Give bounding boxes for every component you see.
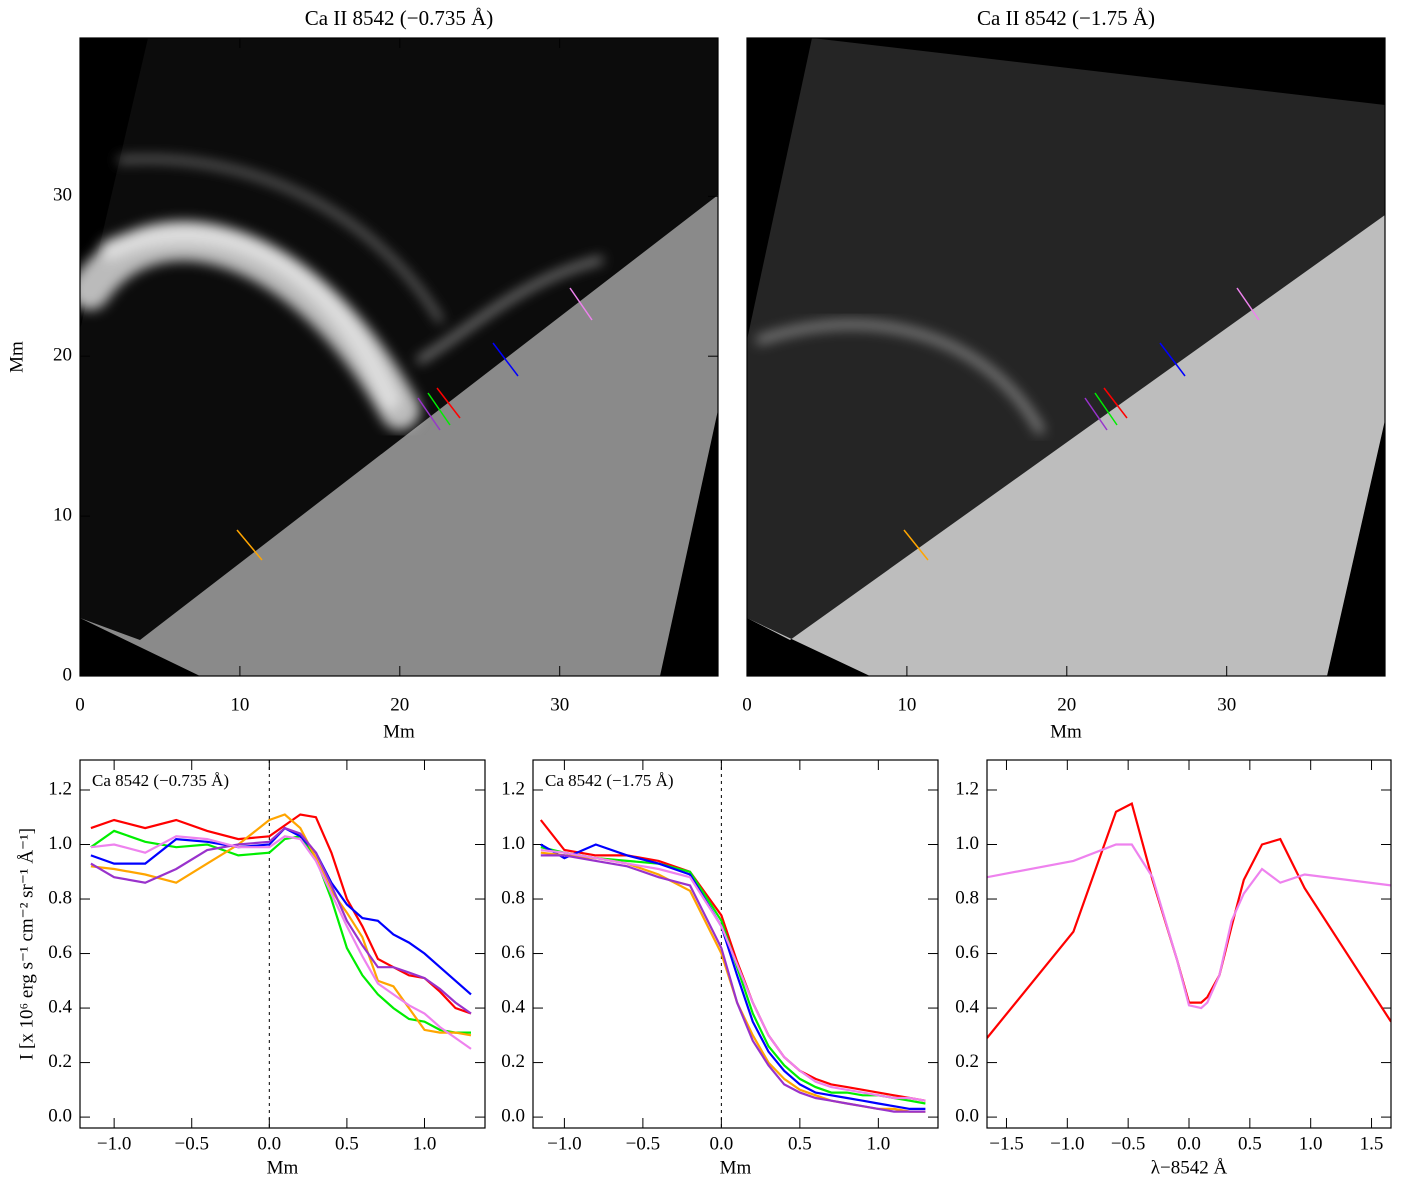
plot-frame <box>746 37 1386 677</box>
line-series <box>90 813 472 1015</box>
x-tick-label: 0.5 <box>335 1133 359 1154</box>
x-tick-label: 20 <box>390 694 409 715</box>
line-series <box>987 801 1391 1039</box>
x-tick-label: 1.5 <box>1360 1133 1384 1154</box>
x-tick-label: 1.0 <box>413 1133 437 1154</box>
line-series <box>90 813 472 1037</box>
y-tick-label: 1.2 <box>955 778 979 799</box>
y-tick-label: 0.0 <box>501 1105 525 1126</box>
plot-area <box>90 813 472 1050</box>
y-axis-label: I [x 10⁶ erg s⁻¹ cm⁻² sr⁻¹ Å⁻¹] <box>16 828 37 1060</box>
y-tick-label: 0 <box>63 664 73 685</box>
x-tick-label: −0.5 <box>1111 1133 1145 1154</box>
y-tick-label: 0.0 <box>48 1105 72 1126</box>
x-axis-label: Mm <box>720 1157 752 1178</box>
image-scene <box>80 38 718 676</box>
y-tick-label: 10 <box>53 504 72 525</box>
y-tick-label: 1.2 <box>48 778 72 799</box>
y-tick-label: 1.0 <box>48 833 72 854</box>
image-scene <box>747 38 1385 676</box>
x-tick-label: 0 <box>75 694 85 715</box>
y-tick-label: 20 <box>53 345 72 366</box>
x-tick-label: −0.5 <box>174 1133 208 1154</box>
plot-frame <box>986 759 1392 1129</box>
line-series <box>540 848 926 1102</box>
y-tick-label: 0.4 <box>955 996 979 1017</box>
x-tick-label: 0.0 <box>1177 1133 1201 1154</box>
y-tick-label: 0.2 <box>501 1051 525 1072</box>
line-series <box>540 851 926 1113</box>
y-tick-label: 0.0 <box>955 1105 979 1126</box>
line-series <box>90 835 472 1050</box>
y-tick-label: 0.6 <box>955 942 979 963</box>
x-tick-label: 10 <box>897 694 916 715</box>
x-tick-label: 30 <box>550 694 569 715</box>
x-tick-label: −0.5 <box>626 1133 660 1154</box>
panel-annotation: Ca 8542 (−1.75 Å) <box>545 771 674 790</box>
x-tick-label: 20 <box>1057 694 1076 715</box>
line-series <box>987 843 1391 1010</box>
y-tick-label: 30 <box>53 185 72 206</box>
line-series <box>90 826 472 996</box>
y-tick-label: 0.4 <box>501 996 525 1017</box>
line-series <box>540 854 926 1113</box>
x-tick-label: 0.0 <box>709 1133 733 1154</box>
x-tick-label: 0.5 <box>1238 1133 1262 1154</box>
y-tick-label: 0.8 <box>955 887 979 908</box>
x-tick-label: 0 <box>742 694 752 715</box>
y-tick-label: 1.2 <box>501 778 525 799</box>
y-tick-label: 0.6 <box>48 942 72 963</box>
plot-frame <box>79 759 486 1129</box>
x-tick-label: 1.0 <box>866 1133 890 1154</box>
y-tick-label: 1.0 <box>501 833 525 854</box>
x-axis-label: Mm <box>267 1157 299 1178</box>
x-tick-label: −1.5 <box>989 1133 1023 1154</box>
y-tick-label: 1.0 <box>955 833 979 854</box>
x-axis-label: Mm <box>383 721 415 742</box>
panel-annotation: Ca 8542 (−0.735 Å) <box>92 771 229 790</box>
panel-title: Ca II 8542 (−0.735 Å) <box>305 6 494 30</box>
plot-frame <box>532 759 939 1129</box>
line-series <box>540 843 926 1110</box>
x-tick-label: −1.0 <box>97 1133 131 1154</box>
x-axis-label: λ−8542 Å <box>1151 1157 1228 1178</box>
plot-area <box>539 819 926 1113</box>
x-tick-label: 30 <box>1217 694 1236 715</box>
panel-title: Ca II 8542 (−1.75 Å) <box>977 6 1155 30</box>
y-tick-label: 0.8 <box>48 887 72 908</box>
line-series <box>540 846 926 1105</box>
x-tick-label: 0.0 <box>257 1133 281 1154</box>
y-tick-label: 0.2 <box>955 1051 979 1072</box>
plot-area <box>987 801 1391 1039</box>
x-tick-label: 1.0 <box>1299 1133 1323 1154</box>
x-axis-label: Mm <box>1050 721 1082 742</box>
line-series <box>90 826 472 1015</box>
x-tick-label: −1.0 <box>1050 1133 1084 1154</box>
y-tick-label: 0.6 <box>501 942 525 963</box>
x-tick-label: −1.0 <box>547 1133 581 1154</box>
x-tick-label: 10 <box>230 694 249 715</box>
y-tick-label: 0.4 <box>48 996 72 1017</box>
y-tick-label: 0.8 <box>501 887 525 908</box>
x-tick-label: 0.5 <box>788 1133 812 1154</box>
y-axis-label: Mm <box>6 341 27 373</box>
y-tick-label: 0.2 <box>48 1051 72 1072</box>
plot-frame <box>79 37 719 677</box>
